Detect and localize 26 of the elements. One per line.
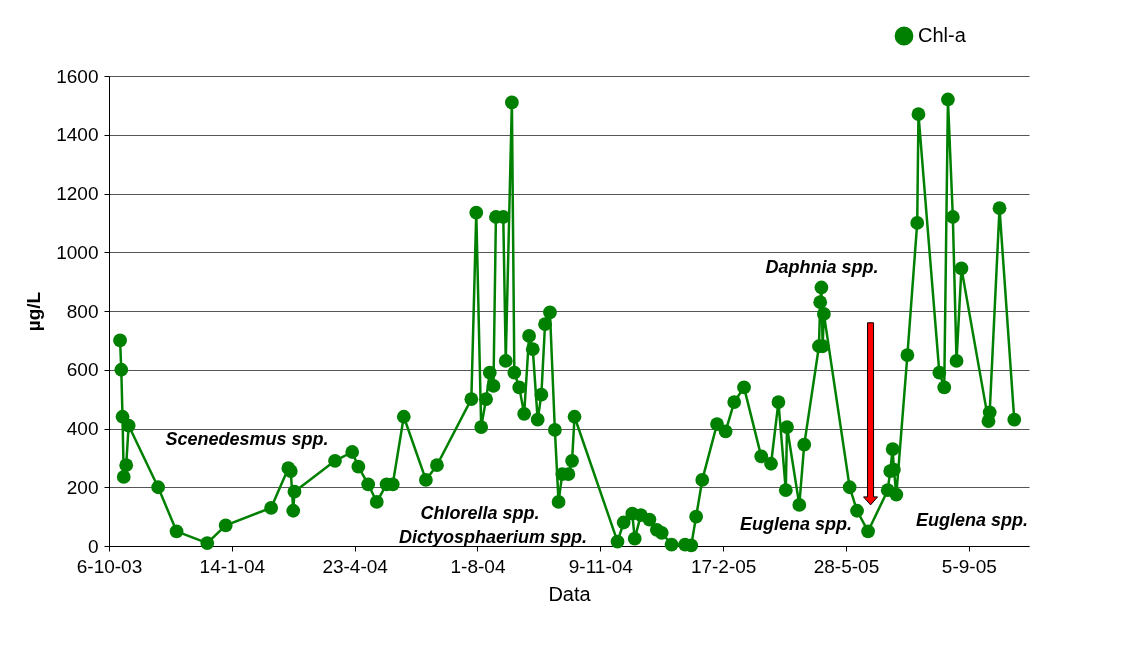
y-tick-label: 400	[66, 418, 99, 439]
y-tick-label: 1400	[56, 124, 99, 146]
y-tick-label: 0	[87, 535, 99, 557]
y-tick-label: 1200	[56, 183, 99, 204]
annotation: Euglena spp.	[739, 514, 853, 534]
y-tick-label: 800	[66, 300, 99, 322]
y-tick-label: 1000	[56, 241, 99, 263]
annotation: Scenedesmus spp.	[165, 429, 329, 449]
x-tick-label: 5-9-05	[941, 555, 997, 577]
annotation: Euglena spp.	[915, 510, 1029, 530]
annotation: Daphnia spp.	[765, 257, 879, 277]
x-tick-label: 23-4-04	[322, 555, 389, 577]
x-tick-label: 14-1-04	[199, 555, 266, 577]
x-tick-label: 1-8-04	[450, 555, 506, 577]
y-tick-label: 200	[66, 476, 99, 498]
x-tick-label: 28-5-05	[813, 555, 880, 577]
y-tick-label: 1600	[56, 65, 99, 87]
annotation: Dictyosphaerium spp.	[398, 527, 588, 547]
annotation: Chlorella spp.	[420, 503, 540, 523]
y-axis-title: µg/L	[23, 291, 45, 332]
legend-label: Chl-a	[918, 24, 967, 46]
x-tick-label: 6-10-03	[76, 555, 143, 577]
x-tick-label: 17-2-05	[690, 555, 757, 577]
y-tick-label: 600	[66, 359, 99, 381]
x-tick-label: 9-11-04	[568, 555, 634, 577]
x-axis-title: Data	[548, 582, 592, 605]
